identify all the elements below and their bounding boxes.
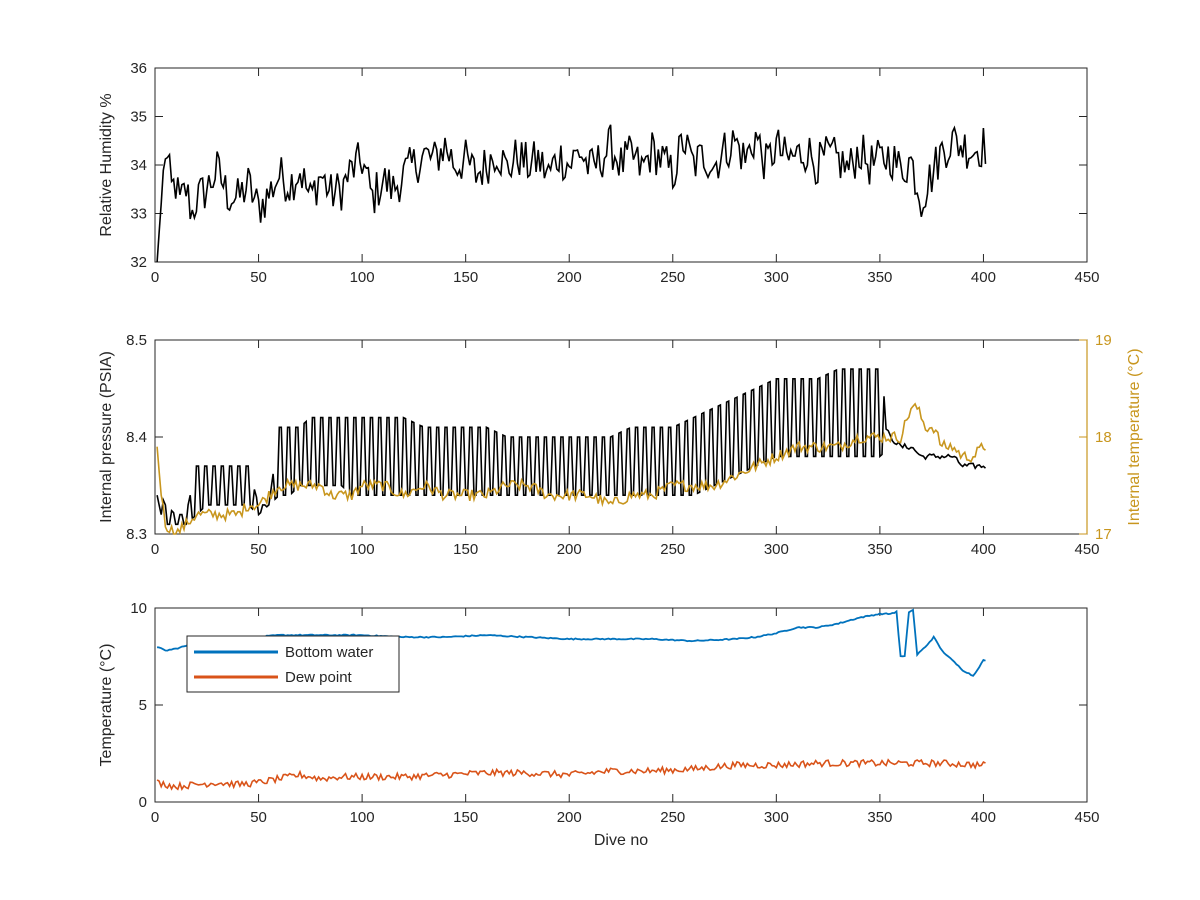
x-tick-label: 450 — [1074, 269, 1099, 286]
temperature-panel: 0 50 100 150 200 250 300 350 400 450 0 5 10 Temperatu… — [98, 600, 1100, 849]
y-tick-label: 8.3 — [126, 526, 147, 543]
y-tick-label: 32 — [130, 254, 147, 271]
y-tick-label: 36 — [130, 60, 147, 77]
y-right-axis-title: Internal temperature (°C) — [1126, 348, 1143, 525]
legend: Bottom water Dew point — [186, 635, 400, 693]
pressure-panel: 0 50 100 150 200 250 300 350 400 450 8.3 8.4 8.5 Inte… — [98, 332, 1143, 558]
y-tick-label: 5 — [139, 697, 147, 714]
x-tick-label: 100 — [350, 269, 375, 286]
x-tick-label: 400 — [971, 541, 996, 558]
y-tick-label: 35 — [130, 109, 147, 126]
x-tick-label: 350 — [867, 269, 892, 286]
x-tick-label: 400 — [971, 809, 996, 826]
y-tick-label: 34 — [130, 157, 147, 174]
x-tick-label: 0 — [151, 809, 159, 826]
bottom-water-series-line — [156, 608, 986, 677]
x-tick-label: 250 — [660, 809, 685, 826]
y-tick-label: 8.5 — [126, 332, 147, 349]
x-tick-label: 0 — [151, 541, 159, 558]
x-tick-label: 50 — [250, 541, 267, 558]
x-tick-label: 100 — [350, 541, 375, 558]
x-tick-label: 150 — [453, 269, 478, 286]
x-tick-label: 400 — [971, 269, 996, 286]
x-tick-label: 200 — [557, 809, 582, 826]
x-tick-label: 50 — [250, 809, 267, 826]
y-axis-title: Relative Humidity % — [98, 93, 115, 236]
y-tick-label: 8.4 — [126, 429, 147, 446]
legend-label-dew-point: Dew point — [285, 669, 353, 686]
x-tick-label: 150 — [453, 541, 478, 558]
pressure-series-line — [156, 368, 987, 526]
rh-panel: 0 50 100 150 200 250 300 350 400 450 32 33 34 35 36 Rel… — [98, 60, 1100, 286]
x-tick-label: 300 — [764, 269, 789, 286]
internal-temp-series-line — [156, 402, 986, 535]
x-tick-label: 300 — [764, 541, 789, 558]
x-tick-label: 50 — [250, 269, 267, 286]
y-right-tick-label: 17 — [1095, 526, 1112, 543]
y-tick-label: 0 — [139, 794, 147, 811]
x-axis-title: Dive no — [594, 832, 648, 849]
y-tick-label: 10 — [130, 600, 147, 617]
x-tick-label: 450 — [1074, 809, 1099, 826]
x-tick-label: 100 — [350, 809, 375, 826]
legend-box — [186, 635, 400, 693]
legend-label-bottom-water: Bottom water — [285, 644, 373, 661]
rh-series-line — [156, 124, 987, 263]
dew-point-series-line — [156, 758, 986, 791]
x-tick-label: 450 — [1074, 541, 1099, 558]
y-right-tick-label: 18 — [1095, 429, 1112, 446]
x-tick-label: 200 — [557, 541, 582, 558]
x-tick-label: 0 — [151, 269, 159, 286]
x-tick-label: 300 — [764, 809, 789, 826]
x-tick-label: 200 — [557, 269, 582, 286]
x-tick-label: 250 — [660, 541, 685, 558]
x-tick-label: 150 — [453, 809, 478, 826]
y-axis-title: Internal pressure (PSIA) — [98, 351, 115, 523]
y-tick-label: 33 — [130, 206, 147, 223]
y-axis-title: Temperature (°C) — [98, 644, 115, 767]
y-right-tick-label: 19 — [1095, 332, 1112, 349]
x-tick-label: 250 — [660, 269, 685, 286]
x-tick-label: 350 — [867, 809, 892, 826]
x-tick-label: 350 — [867, 541, 892, 558]
